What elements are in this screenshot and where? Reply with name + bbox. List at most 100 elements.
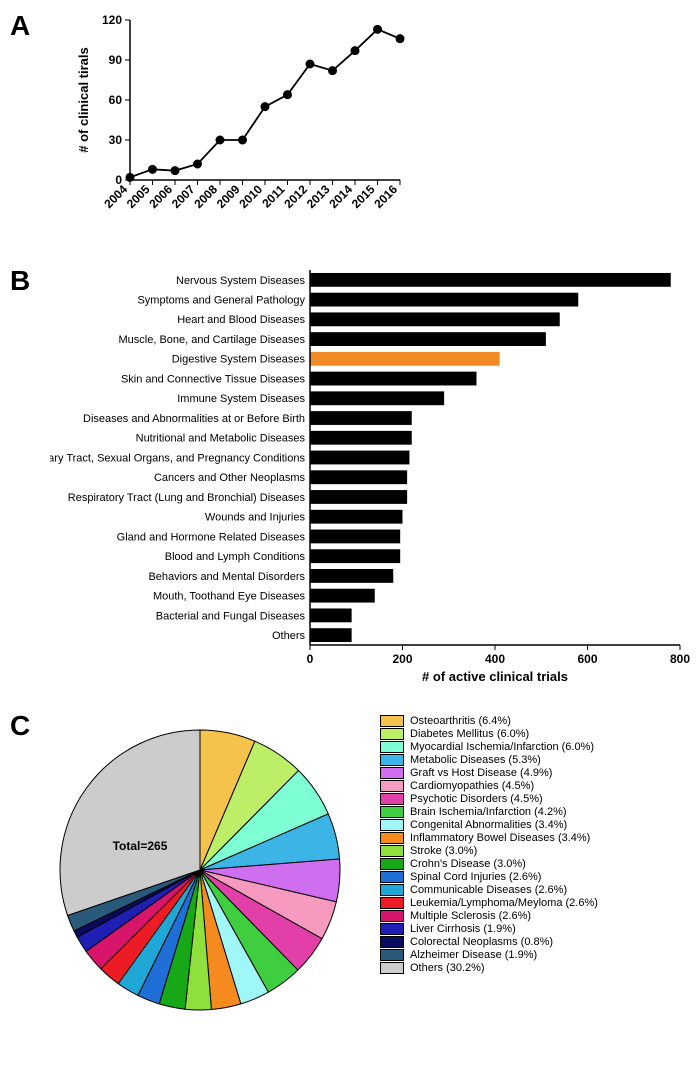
legend-label: Spinal Cord Injuries (2.6%) xyxy=(410,871,541,883)
legend-label: Leukemia/Lymphoma/Meyloma (2.6%) xyxy=(410,897,598,909)
bar-category-label: Blood and Lymph Conditions xyxy=(165,551,306,563)
line-xtick-label: 2014 xyxy=(326,182,355,211)
line-xtick-label: 2005 xyxy=(124,182,153,211)
line-xtick-label: 2007 xyxy=(169,182,198,211)
bar-category-label: Nervous System Diseases xyxy=(176,275,305,287)
legend-swatch xyxy=(380,897,404,909)
legend-label: Alzheimer Disease (1.9%) xyxy=(410,949,537,961)
legend-item: Inflammatory Bowel Diseases (3.4%) xyxy=(380,832,690,844)
panel-b-label: B xyxy=(10,265,30,297)
bar xyxy=(310,431,412,445)
bar-category-label: Muscle, Bone, and Cartilage Diseases xyxy=(119,334,306,346)
legend-label: Cardiomyopathies (4.5%) xyxy=(410,780,534,792)
panel-c: C Total=265 Osteoarthritis (6.4%)Diabete… xyxy=(10,710,690,1040)
bar xyxy=(310,352,500,366)
legend-swatch xyxy=(380,832,404,844)
line-xtick-label: 2013 xyxy=(304,182,333,211)
legend-label: Osteoarthritis (6.4%) xyxy=(410,715,511,727)
legend-label: Diabetes Mellitus (6.0%) xyxy=(410,728,529,740)
legend-swatch xyxy=(380,858,404,870)
legend-item: Leukemia/Lymphoma/Meyloma (2.6%) xyxy=(380,897,690,909)
bar-category-label: Symptoms and General Pathology xyxy=(137,295,305,307)
legend-swatch xyxy=(380,806,404,818)
bar-category-label: Nutritional and Metabolic Diseases xyxy=(136,433,306,445)
legend-swatch xyxy=(380,949,404,961)
bar-category-label: Diseases and Abnormalities at or Before … xyxy=(83,413,305,425)
line-point xyxy=(351,47,359,55)
legend-swatch xyxy=(380,819,404,831)
line-ytick-label: 60 xyxy=(109,93,123,107)
legend-item: Spinal Cord Injuries (2.6%) xyxy=(380,871,690,883)
legend-item: Communicable Diseases (2.6%) xyxy=(380,884,690,896)
bar xyxy=(310,490,407,504)
line-xtick-label: 2011 xyxy=(259,182,288,211)
legend-swatch xyxy=(380,845,404,857)
bar-category-label: Gland and Hormone Related Diseases xyxy=(117,531,306,543)
line-xtick-label: 2009 xyxy=(214,182,243,211)
legend-item: Liver Cirrhosis (1.9%) xyxy=(380,923,690,935)
legend-item: Colorectal Neoplasms (0.8%) xyxy=(380,936,690,948)
bar-chart: Nervous System Diseases Symptoms and Gene… xyxy=(50,265,690,685)
bar-category-label: Skin and Connective Tissue Diseases xyxy=(121,373,306,385)
panel-c-label: C xyxy=(10,710,30,742)
legend-item: Multiple Sclerosis (2.6%) xyxy=(380,910,690,922)
legend-item: Osteoarthritis (6.4%) xyxy=(380,715,690,727)
line-ytick-label: 90 xyxy=(109,53,123,67)
bar xyxy=(310,293,578,307)
pie-total-label: Total=265 xyxy=(113,839,168,853)
legend-label: Communicable Diseases (2.6%) xyxy=(410,884,567,896)
line-y-axis-title: # of clinical tirals xyxy=(76,47,91,153)
bar xyxy=(310,273,671,287)
legend-label: Stroke (3.0%) xyxy=(410,845,477,857)
bar xyxy=(310,470,407,484)
bar xyxy=(310,391,444,405)
legend-swatch xyxy=(380,910,404,922)
bar xyxy=(310,589,375,603)
line-chart: 0306090120200420052006200720082009201020… xyxy=(70,10,410,240)
bar-xtick-label: 400 xyxy=(485,652,505,666)
legend-label: Others (30.2%) xyxy=(410,962,485,974)
legend-label: Congenital Abnormalities (3.4%) xyxy=(410,819,567,831)
line-point xyxy=(239,136,247,144)
line-point xyxy=(329,67,337,75)
legend-item: Diabetes Mellitus (6.0%) xyxy=(380,728,690,740)
bar xyxy=(310,372,477,386)
legend-item: Brain Ischemia/Infarction (4.2%) xyxy=(380,806,690,818)
line-point xyxy=(149,165,157,173)
line-ytick-label: 120 xyxy=(102,13,122,27)
bar-category-label: Respiratory Tract (Lung and Bronchial) D… xyxy=(68,492,306,504)
line-point xyxy=(194,160,202,168)
legend-label: Brain Ischemia/Infarction (4.2%) xyxy=(410,806,567,818)
bar-category-label: Wounds and Injuries xyxy=(205,512,306,524)
legend-label: Myocardial Ischemia/Infarction (6.0%) xyxy=(410,741,594,753)
legend-label: Psychotic Disorders (4.5%) xyxy=(410,793,543,805)
bar-category-label: Bacterial and Fungal Diseases xyxy=(156,610,306,622)
bar-category-label: Behaviors and Mental Disorders xyxy=(148,571,305,583)
line-xtick-label: 2012 xyxy=(281,182,310,211)
legend-swatch xyxy=(380,715,404,727)
legend-swatch xyxy=(380,962,404,974)
legend-swatch xyxy=(380,871,404,883)
legend-swatch xyxy=(380,936,404,948)
legend-item: Alzheimer Disease (1.9%) xyxy=(380,949,690,961)
bar xyxy=(310,451,409,465)
legend-label: Multiple Sclerosis (2.6%) xyxy=(410,910,531,922)
legend-item: Graft vs Host Disease (4.9%) xyxy=(380,767,690,779)
line-xtick-label: 2016 xyxy=(371,182,400,211)
bar xyxy=(310,549,400,563)
legend-label: Liver Cirrhosis (1.9%) xyxy=(410,923,516,935)
legend-label: Inflammatory Bowel Diseases (3.4%) xyxy=(410,832,590,844)
line-point xyxy=(374,25,382,33)
bar-category-label: Urinary Tract, Sexual Organs, and Pregna… xyxy=(50,452,305,464)
line-point xyxy=(216,136,224,144)
line-point xyxy=(261,103,269,111)
line-xtick-label: 2006 xyxy=(146,182,175,211)
line-xtick-label: 2004 xyxy=(101,182,130,211)
line-xtick-label: 2008 xyxy=(191,182,220,211)
legend-item: Stroke (3.0%) xyxy=(380,845,690,857)
line-point xyxy=(126,173,134,181)
bar-category-label: Immune System Diseases xyxy=(177,393,305,405)
legend-swatch xyxy=(380,884,404,896)
bar xyxy=(310,411,412,425)
bar xyxy=(310,628,352,642)
